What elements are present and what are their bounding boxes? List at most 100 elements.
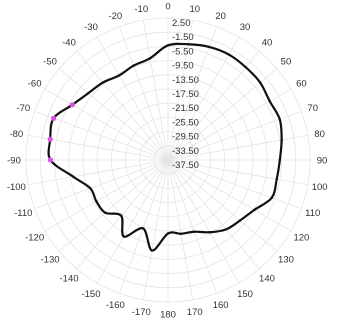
angle-tick-label: -10 bbox=[134, 4, 148, 15]
angle-tick-label: -120 bbox=[25, 233, 44, 244]
grid-spoke-17 bbox=[167, 159, 194, 300]
grid-spoke-34 bbox=[119, 26, 169, 161]
angle-tick-label: 100 bbox=[312, 182, 328, 193]
highlighted-point bbox=[47, 136, 53, 142]
data-point bbox=[95, 200, 98, 203]
angle-tick-label: -60 bbox=[28, 79, 42, 90]
radial-tick-label: -9.50 bbox=[172, 61, 194, 72]
angle-tick-label: 0 bbox=[165, 2, 170, 13]
angle-tick-label: 70 bbox=[307, 103, 318, 114]
angle-tick-label: 60 bbox=[296, 79, 307, 90]
grid-spoke-33 bbox=[96, 36, 169, 161]
data-point bbox=[122, 235, 126, 238]
data-point bbox=[278, 118, 281, 121]
grid-spoke-5 bbox=[167, 68, 278, 161]
data-point bbox=[103, 211, 107, 214]
angle-tick-label: -100 bbox=[7, 182, 26, 193]
grid-spoke-26 bbox=[28, 159, 169, 186]
radial-tick-label: -29.50 bbox=[172, 132, 199, 143]
grid-spoke-32 bbox=[76, 50, 169, 161]
angle-tick-label: -80 bbox=[9, 129, 23, 140]
grid-spoke-20 bbox=[119, 159, 169, 294]
radial-tick-label: -21.50 bbox=[172, 103, 199, 114]
angle-tick-label: -110 bbox=[14, 208, 32, 219]
data-point bbox=[141, 227, 145, 230]
data-point bbox=[208, 231, 211, 234]
grid-spoke-4 bbox=[167, 50, 260, 161]
data-point bbox=[117, 74, 121, 77]
data-point bbox=[120, 214, 123, 217]
grid-spoke-3 bbox=[167, 36, 240, 161]
radial-tick-label: -33.50 bbox=[172, 146, 199, 157]
data-point bbox=[132, 64, 135, 67]
angle-tick-label: 150 bbox=[237, 289, 253, 300]
data-point bbox=[207, 45, 211, 49]
grid-spoke-16 bbox=[167, 159, 217, 294]
radial-tick-label: -1.50 bbox=[172, 32, 194, 43]
data-point bbox=[179, 232, 183, 235]
grid-spoke-12 bbox=[167, 159, 292, 232]
polar-grid bbox=[25, 17, 311, 303]
grid-spoke-13 bbox=[167, 159, 278, 252]
grid-spoke-31 bbox=[58, 68, 169, 161]
highlighted-point bbox=[69, 102, 75, 108]
data-point bbox=[166, 232, 170, 235]
highlighted-point bbox=[50, 115, 57, 121]
data-point bbox=[268, 100, 271, 103]
data-point bbox=[280, 138, 283, 142]
data-point bbox=[148, 57, 152, 60]
data-point bbox=[89, 187, 92, 190]
angle-tick-label: -150 bbox=[81, 289, 100, 300]
data-point bbox=[227, 53, 231, 56]
grid-spoke-35 bbox=[142, 20, 169, 161]
angle-tick-label: -50 bbox=[43, 57, 57, 68]
grid-spoke-23 bbox=[58, 159, 169, 252]
angle-tick-label: 30 bbox=[240, 22, 251, 33]
data-point bbox=[275, 177, 278, 181]
grid-spoke-21 bbox=[96, 159, 169, 284]
angle-tick-label: -20 bbox=[108, 11, 122, 22]
angle-tick-label: 140 bbox=[259, 273, 275, 284]
angle-tick-label: 90 bbox=[317, 156, 328, 167]
radial-tick-label: 2.50 bbox=[172, 18, 191, 29]
radial-tick-label: -37.50 bbox=[172, 160, 199, 171]
radial-tick-label: -5.50 bbox=[172, 46, 194, 57]
angle-tick-label: -40 bbox=[62, 38, 76, 49]
radial-tick-labels: 2.50 -1.50 -5.50 -9.50 -13.50 -17.50 -21.50 -25… bbox=[172, 18, 199, 171]
grid-spoke-29 bbox=[34, 111, 169, 161]
grid-spoke-25 bbox=[34, 159, 169, 209]
angle-tick-label: 40 bbox=[262, 38, 273, 49]
angle-tick-label: -160 bbox=[106, 300, 125, 311]
grid-spoke-14 bbox=[167, 159, 260, 270]
angle-tick-label: 50 bbox=[281, 57, 292, 68]
radial-tick-label: -25.50 bbox=[172, 117, 199, 128]
grid-spoke-2 bbox=[167, 26, 217, 161]
grid-spoke-30 bbox=[44, 88, 169, 161]
angle-tick-label: 20 bbox=[215, 11, 226, 22]
data-point bbox=[72, 175, 75, 178]
data-point bbox=[258, 81, 262, 84]
angle-tick-label: -70 bbox=[16, 103, 30, 114]
data-point bbox=[253, 208, 256, 212]
radial-tick-label: -13.50 bbox=[172, 75, 199, 86]
angle-tick-label: -90 bbox=[7, 156, 21, 167]
angle-tick-label: 110 bbox=[305, 208, 320, 219]
data-point bbox=[238, 219, 242, 222]
data-point bbox=[224, 228, 228, 231]
angle-tick-label: 180 bbox=[160, 310, 176, 321]
angle-tick-label: 80 bbox=[314, 129, 325, 140]
highlighted-point bbox=[47, 157, 54, 163]
data-point bbox=[187, 43, 190, 46]
angle-tick-label: -30 bbox=[84, 22, 98, 33]
grid-spoke-15 bbox=[167, 159, 240, 284]
angle-tick-label: 10 bbox=[189, 4, 200, 15]
angle-tick-label: -140 bbox=[60, 273, 79, 284]
grid-spoke-8 bbox=[167, 134, 308, 161]
data-point bbox=[150, 249, 154, 252]
angle-tick-label: 160 bbox=[213, 300, 229, 311]
data-point bbox=[270, 196, 273, 199]
data-point bbox=[244, 66, 248, 69]
data-point bbox=[278, 158, 282, 162]
